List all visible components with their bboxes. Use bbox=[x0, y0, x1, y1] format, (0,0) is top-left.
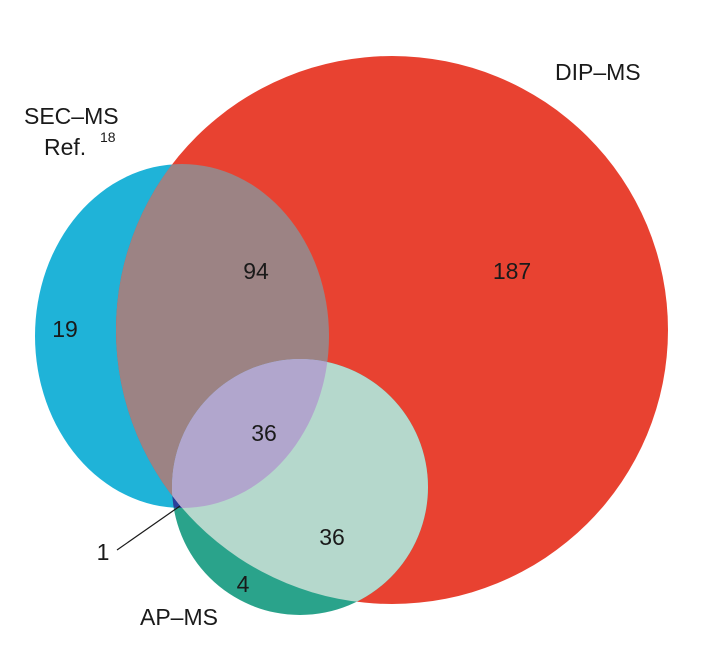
count-dip-only: 187 bbox=[493, 258, 531, 284]
leader-line-sec-ap bbox=[116, 505, 181, 551]
sec-ms-label: SEC–MS bbox=[24, 103, 119, 129]
ap-ms-label: AP–MS bbox=[140, 604, 218, 630]
count-all-three: 36 bbox=[251, 420, 277, 446]
dip-ms-label: DIP–MS bbox=[555, 59, 641, 85]
sec-ms-ref-number: 18 bbox=[100, 129, 116, 145]
sec-ms-ref-label: Ref. bbox=[44, 134, 86, 160]
count-dip-ap: 36 bbox=[319, 524, 345, 550]
count-sec-dip: 94 bbox=[243, 258, 269, 284]
count-sec-only: 19 bbox=[52, 316, 78, 342]
count-sec-ap: 1 bbox=[97, 539, 110, 565]
count-ap-only: 4 bbox=[237, 571, 250, 597]
